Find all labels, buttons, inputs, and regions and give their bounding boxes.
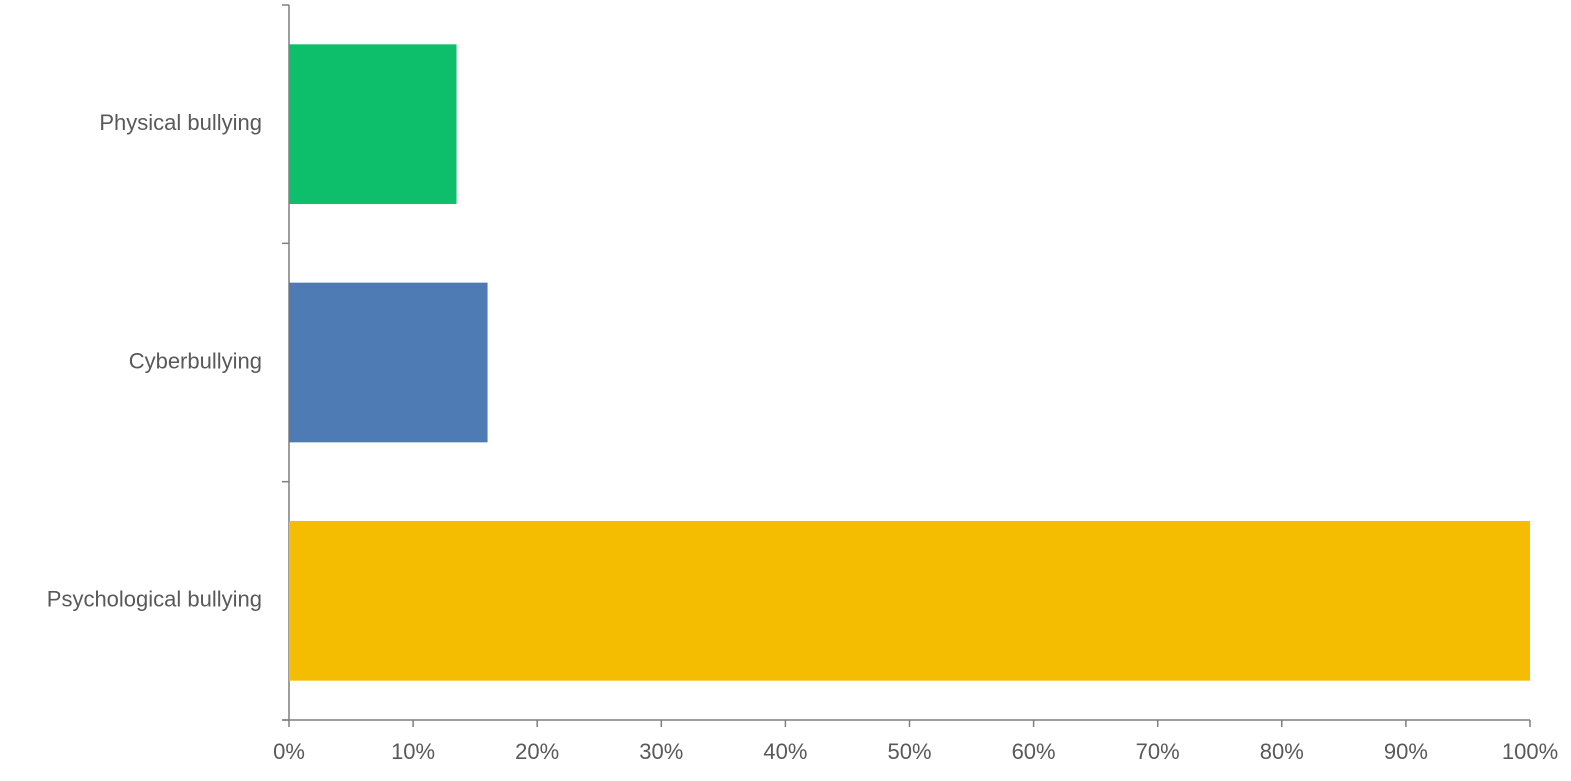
y-tick-label: Physical bullying [99, 110, 262, 135]
y-tick-label: Psychological bullying [47, 587, 262, 612]
x-tick-label: 50% [887, 739, 931, 764]
y-tick-label: Cyberbullying [129, 348, 262, 373]
bar [289, 44, 457, 205]
x-tick-label: 0% [273, 739, 305, 764]
x-tick-label: 100% [1502, 739, 1558, 764]
bar [289, 520, 1530, 681]
x-tick-label: 20% [515, 739, 559, 764]
x-tick-label: 10% [391, 739, 435, 764]
bar [289, 282, 488, 443]
x-tick-label: 70% [1136, 739, 1180, 764]
x-tick-label: 60% [1012, 739, 1056, 764]
x-tick-label: 80% [1260, 739, 1304, 764]
x-tick-label: 40% [763, 739, 807, 764]
x-tick-label: 30% [639, 739, 683, 764]
x-tick-label: 90% [1384, 739, 1428, 764]
